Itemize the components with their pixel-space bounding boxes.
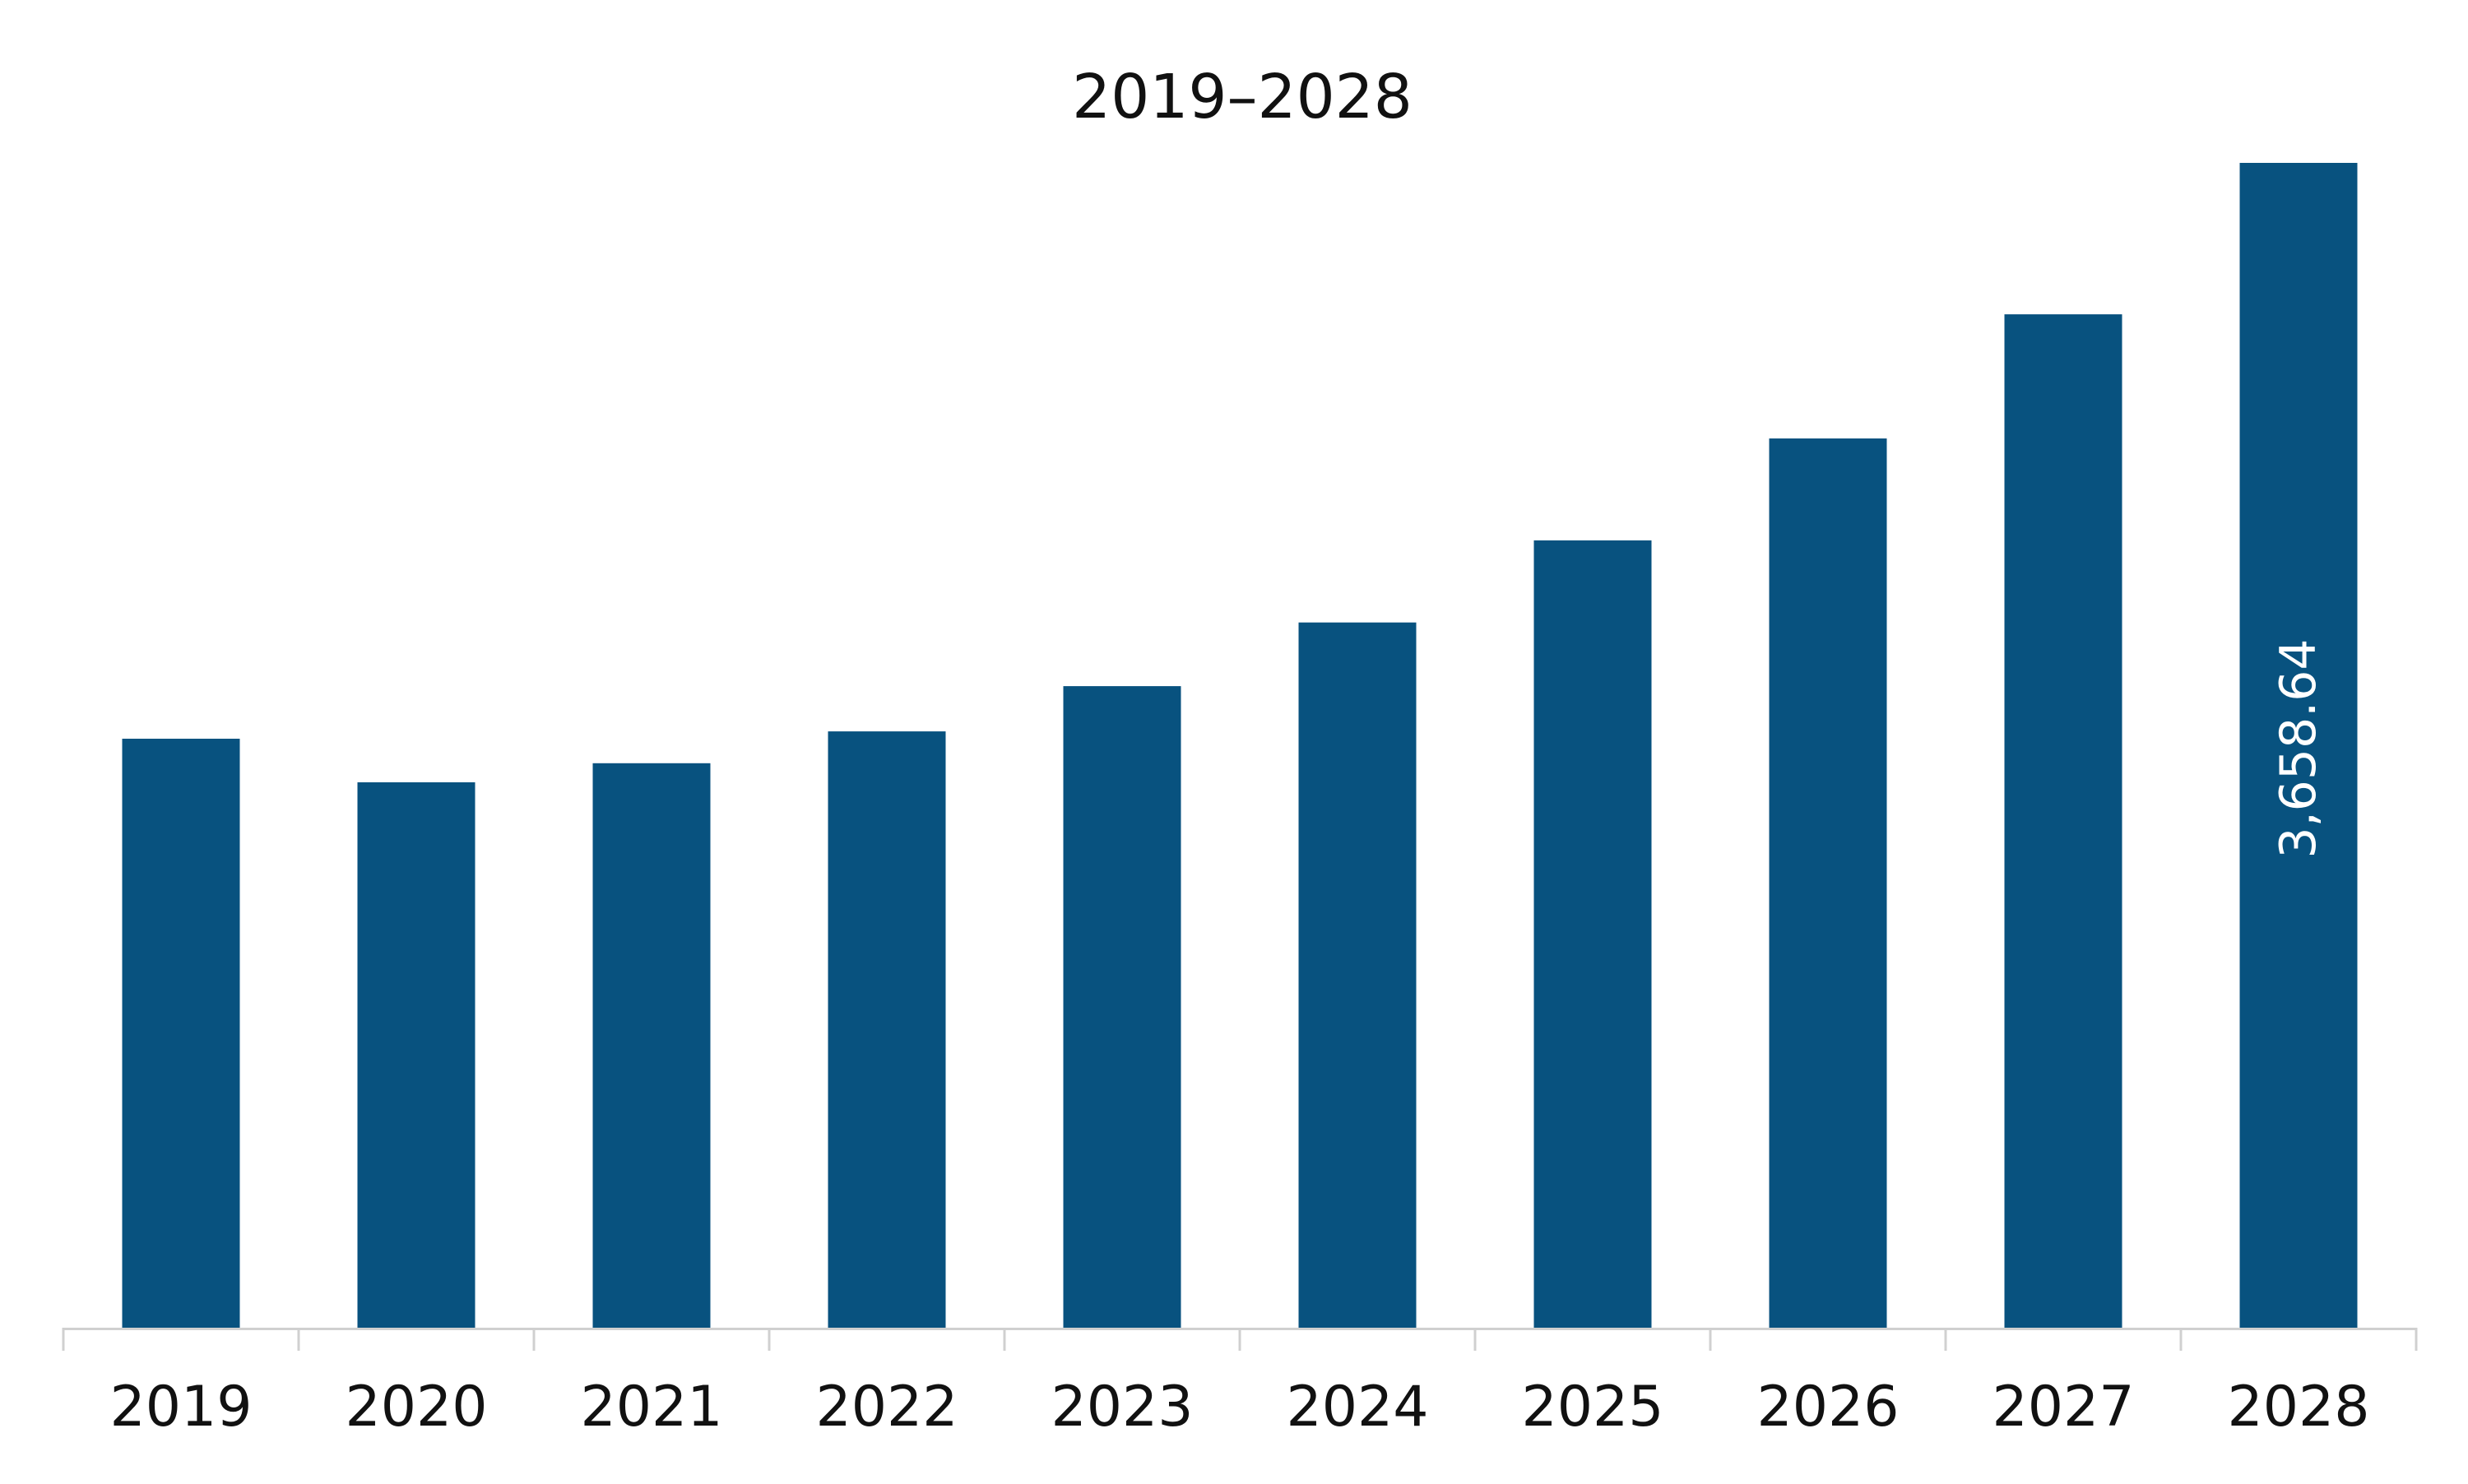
bar-2025: [1533, 540, 1652, 1328]
x-tick-label-2022: 2022: [815, 1375, 958, 1440]
bar-2026: [1769, 438, 1887, 1328]
chart-title: 2019–2028: [1072, 62, 1413, 132]
bars-layer: [122, 163, 2358, 1329]
bar-2022: [828, 731, 946, 1328]
bar-2021: [592, 763, 711, 1328]
bar-2027: [2004, 314, 2122, 1329]
bar-2023: [1063, 686, 1181, 1328]
data-label-2028: 3,658.64: [2270, 638, 2327, 858]
data-labels: 3,658.64: [2270, 638, 2327, 858]
x-tick-labels: 2019 2020 2021 2022 2023 2024 2025 2026 2027 2028: [109, 1375, 2369, 1440]
bar-2024: [1298, 622, 1417, 1328]
bar-2019: [122, 739, 240, 1328]
x-tick-label-2019: 2019: [109, 1375, 252, 1440]
x-tick-label-2024: 2024: [1286, 1375, 1428, 1440]
bar-2020: [357, 782, 476, 1328]
x-tick-label-2020: 2020: [345, 1375, 487, 1440]
x-tick-label-2026: 2026: [1756, 1375, 1899, 1440]
x-axis: [62, 1328, 2418, 1351]
x-tick-label-2025: 2025: [1521, 1375, 1663, 1440]
x-tick-label-2028: 2028: [2227, 1375, 2369, 1440]
x-tick-label-2023: 2023: [1051, 1375, 1193, 1440]
x-tick-label-2021: 2021: [580, 1375, 722, 1440]
bar-2028: [2239, 163, 2358, 1328]
x-tick-label-2027: 2027: [1992, 1375, 2134, 1440]
